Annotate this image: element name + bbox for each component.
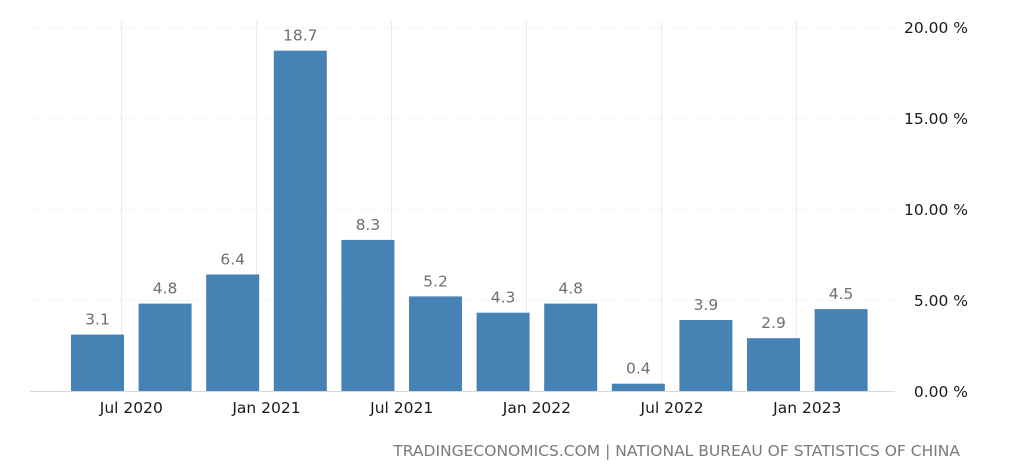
y-tick-label: 15.00 % (904, 110, 968, 128)
bar (611, 383, 665, 391)
bar (747, 338, 800, 391)
data-label: 0.4 (626, 360, 651, 378)
data-label: 4.8 (558, 280, 583, 298)
bar (273, 50, 327, 391)
bar (814, 309, 868, 391)
bar (409, 296, 462, 391)
data-labels: 3.1 4.8 6.4 18.7 8.3 5.2 4.3 4.8 0.4 3.9 2.9 4.5 (85, 27, 853, 378)
y-tick-label: 0.00 % (914, 383, 968, 401)
bars (71, 50, 868, 391)
bar (138, 303, 192, 391)
data-label: 4.8 (153, 280, 178, 298)
data-label: 4.5 (829, 285, 854, 303)
x-tick-label: Jul 2022 (640, 399, 704, 417)
y-tick-label: 20.00 % (904, 19, 968, 37)
x-axis: Jul 2020 Jan 2021 Jul 2021 Jan 2022 Jul 2022… (99, 399, 842, 417)
y-axis: 0.00 % 5.00 % 10.00 % 15.00 % 20.00 % (904, 19, 968, 401)
bar (476, 312, 530, 391)
x-tick-label: Jul 2020 (99, 399, 163, 417)
data-label: 6.4 (220, 251, 245, 269)
bar (71, 334, 124, 391)
bar (544, 303, 598, 391)
gridlines (30, 21, 895, 392)
x-tick-label: Jan 2021 (231, 399, 300, 417)
data-label: 3.9 (694, 296, 719, 314)
y-tick-label: 10.00 % (904, 201, 968, 219)
x-tick-label: Jul 2021 (369, 399, 433, 417)
x-tick-label: Jan 2023 (772, 399, 841, 417)
bar (341, 239, 395, 391)
source-text: TRADINGECONOMICS.COM | NATIONAL BUREAU O… (392, 442, 960, 460)
data-label: 5.2 (423, 272, 448, 290)
data-label: 3.1 (85, 311, 110, 329)
data-label: 4.3 (491, 289, 516, 307)
x-tick-label: Jan 2022 (502, 399, 571, 417)
data-label: 2.9 (761, 314, 786, 332)
data-label: 18.7 (283, 27, 318, 45)
bar (679, 320, 733, 391)
y-tick-label: 5.00 % (914, 292, 968, 310)
data-label: 8.3 (356, 216, 381, 234)
bar (206, 274, 260, 391)
